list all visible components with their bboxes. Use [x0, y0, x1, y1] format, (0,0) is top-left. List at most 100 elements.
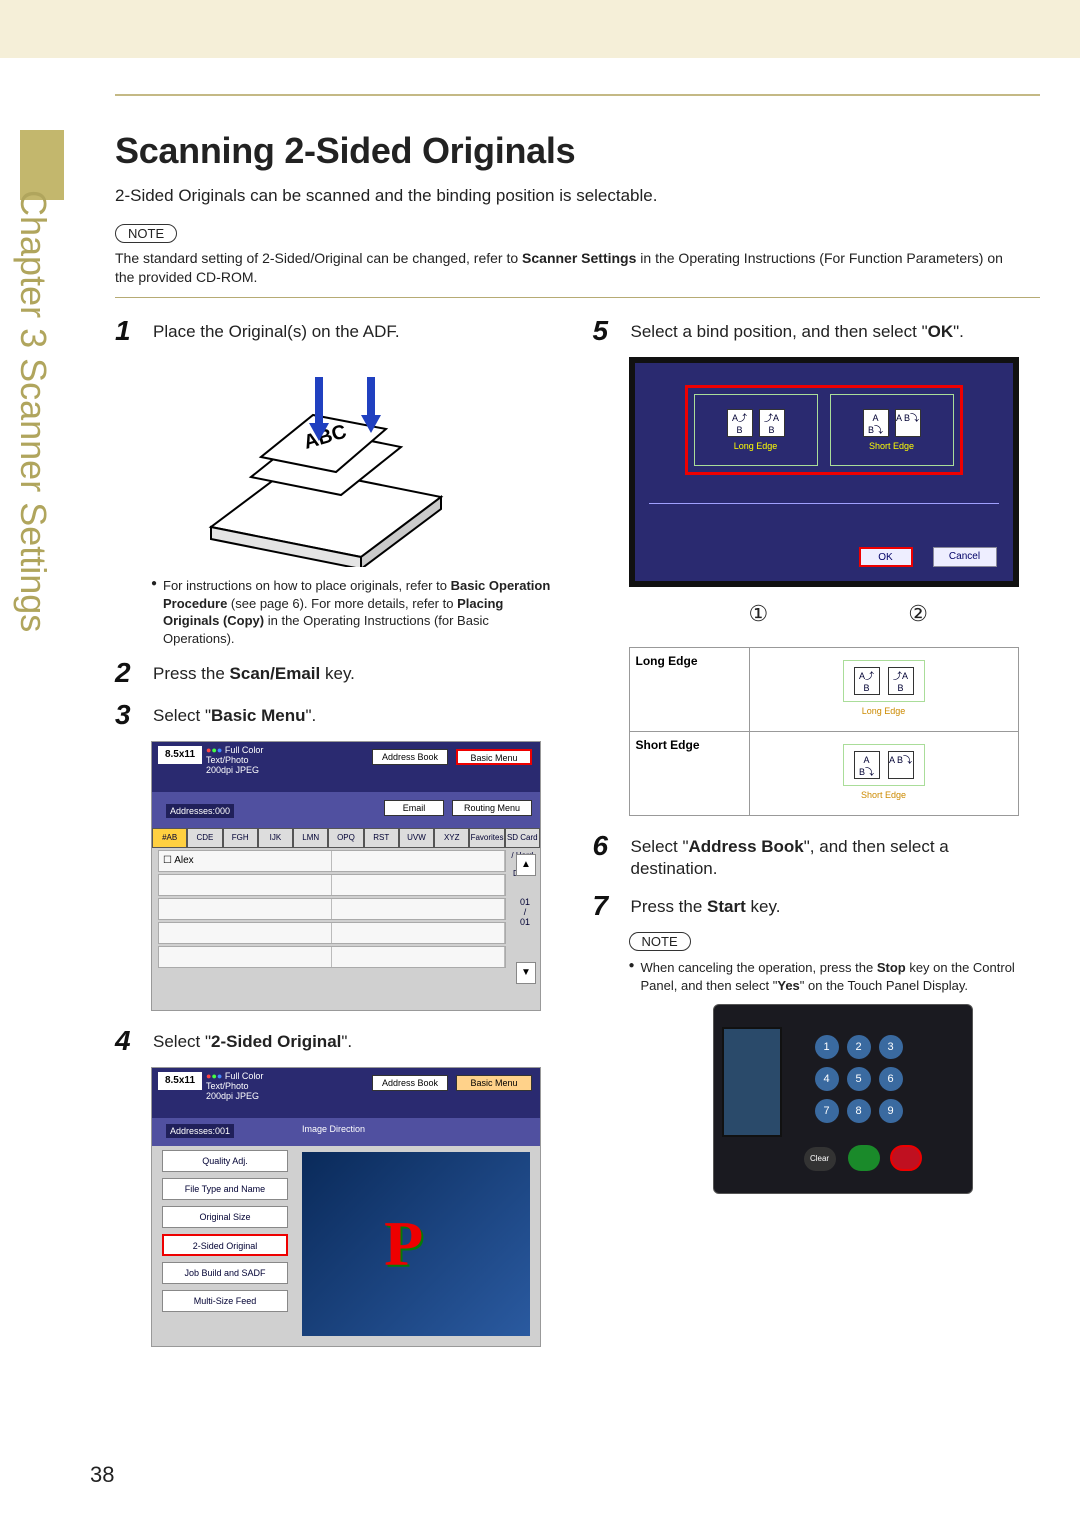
- cancel-button[interactable]: Cancel: [933, 547, 997, 567]
- stop-key[interactable]: [890, 1145, 922, 1171]
- divider: [115, 297, 1040, 298]
- alpha-tab[interactable]: IJK: [258, 828, 293, 848]
- intro-text: 2-Sided Originals can be scanned and the…: [115, 186, 657, 206]
- numeric-key[interactable]: 9: [879, 1099, 903, 1123]
- basic-menu-button[interactable]: Basic Menu: [456, 749, 532, 765]
- scroll-down-button[interactable]: ▼: [516, 962, 536, 984]
- short-edge-option[interactable]: AB⤵A B⤵ Short Edge: [830, 394, 954, 466]
- start-key[interactable]: [848, 1145, 880, 1171]
- scr3-top: 8.5x11 ●●● Full Color Text/Photo 200dpi …: [152, 742, 540, 792]
- image-direction-label: Image Direction: [302, 1124, 365, 1134]
- step1-bullet: For instructions on how to place origina…: [151, 577, 563, 647]
- alpha-tab[interactable]: SD Card / Hard Drive: [505, 828, 540, 848]
- setting-button[interactable]: Job Build and SADF: [162, 1262, 288, 1284]
- note-block-1: NOTE The standard setting of 2-Sided/Ori…: [115, 224, 1020, 287]
- note-pill: NOTE: [115, 224, 177, 243]
- screenshot-address-book: 8.5x11 ●●● Full Color Text/Photo 200dpi …: [151, 741, 541, 1011]
- step-num: 6: [593, 830, 621, 880]
- long-edge-cell: A⤴B⤴AB Long Edge: [749, 648, 1018, 732]
- top-bar: [0, 0, 1080, 58]
- step-text: Place the Original(s) on the ADF.: [153, 315, 400, 347]
- alpha-tab[interactable]: UVW: [399, 828, 434, 848]
- address-book-button[interactable]: Address Book: [372, 749, 448, 765]
- page-indicator: 01 / 01: [516, 897, 534, 927]
- size-badge: 8.5x11: [158, 746, 202, 764]
- screenshot-basic-menu: 8.5x11 ●●● Full Color Text/Photo 200dpi …: [151, 1067, 541, 1347]
- scan-meta: ●●● Full Color Text/Photo 200dpi JPEG: [206, 745, 263, 775]
- alpha-tab[interactable]: CDE: [187, 828, 222, 848]
- step-text: Press the Scan/Email key.: [153, 657, 355, 689]
- numeric-key[interactable]: 4: [815, 1067, 839, 1091]
- step-2: 2 Press the Scan/Email key.: [115, 657, 563, 689]
- numeric-key[interactable]: 6: [879, 1067, 903, 1091]
- step-4: 4 Select "2-Sided Original".: [115, 1025, 563, 1057]
- step-text: Select "Address Book", and then select a…: [631, 830, 1041, 880]
- note2-bullet: When canceling the operation, press the …: [629, 959, 1041, 994]
- adf-illustration: ABC: [171, 357, 471, 567]
- email-button[interactable]: Email: [384, 800, 444, 816]
- alpha-tabs: #ABCDEFGHIJKLMNOPQRSTUVWXYZFavoritesSD C…: [152, 828, 540, 848]
- numeric-key[interactable]: 1: [815, 1035, 839, 1059]
- long-edge-option[interactable]: A⤴B⤴AB Long Edge: [694, 394, 818, 466]
- screenshot-bind-dialog: A⤴B⤴AB Long Edge AB⤵A B⤵ Short Edge OK C…: [629, 357, 1019, 587]
- edge-table: Long Edge A⤴B⤴AB Long Edge Short Edge AB…: [629, 647, 1019, 816]
- contact-row[interactable]: [158, 946, 506, 968]
- step-num: 7: [593, 890, 621, 922]
- step-7: 7 Press the Start key.: [593, 890, 1041, 922]
- alpha-tab[interactable]: OPQ: [328, 828, 363, 848]
- step-num: 1: [115, 315, 143, 347]
- step-num: 2: [115, 657, 143, 689]
- callout-1: ①: [749, 601, 769, 627]
- setting-button[interactable]: File Type and Name: [162, 1178, 288, 1200]
- setting-button[interactable]: Original Size: [162, 1206, 288, 1228]
- scr4-top: 8.5x11 ●●● Full Color Text/Photo 200dpi …: [152, 1068, 540, 1118]
- size-badge: 8.5x11: [158, 1072, 202, 1090]
- setting-button[interactable]: Quality Adj.: [162, 1150, 288, 1172]
- step-3: 3 Select "Basic Menu".: [115, 699, 563, 731]
- address-book-button[interactable]: Address Book: [372, 1075, 448, 1091]
- numeric-keypad: 123 456 789: [804, 1035, 914, 1131]
- alpha-tab[interactable]: RST: [364, 828, 399, 848]
- clear-key[interactable]: Clear: [804, 1147, 836, 1171]
- alpha-tab[interactable]: #AB: [152, 828, 187, 848]
- header-line: [115, 94, 1040, 96]
- routing-menu-button[interactable]: Routing Menu: [452, 800, 532, 816]
- note-body: The standard setting of 2-Sided/Original…: [115, 249, 1020, 287]
- alpha-tab[interactable]: LMN: [293, 828, 328, 848]
- settings-buttons: Quality Adj. File Type and Name Original S…: [162, 1150, 288, 1318]
- alpha-tab[interactable]: XYZ: [434, 828, 469, 848]
- scr4-mid: Addresses:001 Image Direction: [152, 1118, 540, 1146]
- setting-button[interactable]: 2-Sided Original: [162, 1234, 288, 1256]
- contact-row[interactable]: [158, 898, 506, 920]
- numeric-key[interactable]: 5: [847, 1067, 871, 1091]
- numeric-key[interactable]: 3: [879, 1035, 903, 1059]
- preview-area: P: [302, 1152, 530, 1336]
- long-edge-label: Long Edge: [629, 648, 749, 732]
- step-num: 3: [115, 699, 143, 731]
- bind-options-highlight: A⤴B⤴AB Long Edge AB⤵A B⤵ Short Edge: [685, 385, 963, 475]
- callout-numbers: ① ②: [629, 601, 1019, 627]
- control-panel-photo: 123 456 789 Clear: [713, 1004, 973, 1194]
- scroll-up-button[interactable]: ▲: [516, 854, 536, 876]
- columns: 1 Place the Original(s) on the ADF. ABC …: [115, 315, 1040, 1438]
- short-edge-cell: AB⤵A B⤵ Short Edge: [749, 732, 1018, 816]
- numeric-key[interactable]: 7: [815, 1099, 839, 1123]
- page-number: 38: [90, 1462, 114, 1488]
- step-5: 5 Select a bind position, and then selec…: [593, 315, 1041, 347]
- step-text: Select a bind position, and then select …: [631, 315, 964, 347]
- right-column: 5 Select a bind position, and then selec…: [593, 315, 1041, 1438]
- step-text: Select "Basic Menu".: [153, 699, 316, 731]
- contact-row[interactable]: [158, 874, 506, 896]
- numeric-key[interactable]: 8: [847, 1099, 871, 1123]
- step-text: Select "2-Sided Original".: [153, 1025, 352, 1057]
- alpha-tab[interactable]: Favorites: [469, 828, 504, 848]
- contact-row[interactable]: [158, 922, 506, 944]
- basic-menu-button[interactable]: Basic Menu: [456, 1075, 532, 1091]
- contact-row[interactable]: ☐ Alex: [158, 850, 506, 872]
- preview-letter: P: [384, 1207, 423, 1281]
- alpha-tab[interactable]: FGH: [223, 828, 258, 848]
- setting-button[interactable]: Multi-Size Feed: [162, 1290, 288, 1312]
- ok-button[interactable]: OK: [859, 547, 913, 567]
- addresses-count: Addresses:000: [166, 804, 234, 818]
- numeric-key[interactable]: 2: [847, 1035, 871, 1059]
